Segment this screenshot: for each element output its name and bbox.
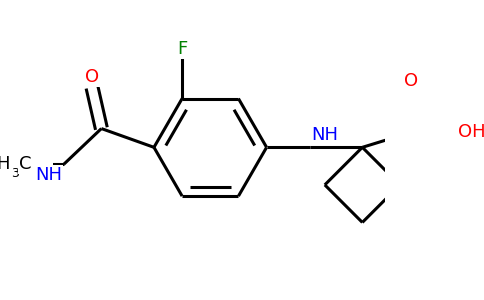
Text: H: H [0, 155, 9, 173]
Text: 3: 3 [11, 167, 19, 180]
Text: O: O [404, 72, 418, 90]
Text: O: O [85, 68, 99, 86]
Text: OH: OH [458, 123, 484, 141]
Text: NH: NH [312, 126, 339, 144]
Text: NH: NH [35, 166, 62, 184]
Text: F: F [177, 40, 187, 58]
Text: C: C [19, 155, 31, 173]
